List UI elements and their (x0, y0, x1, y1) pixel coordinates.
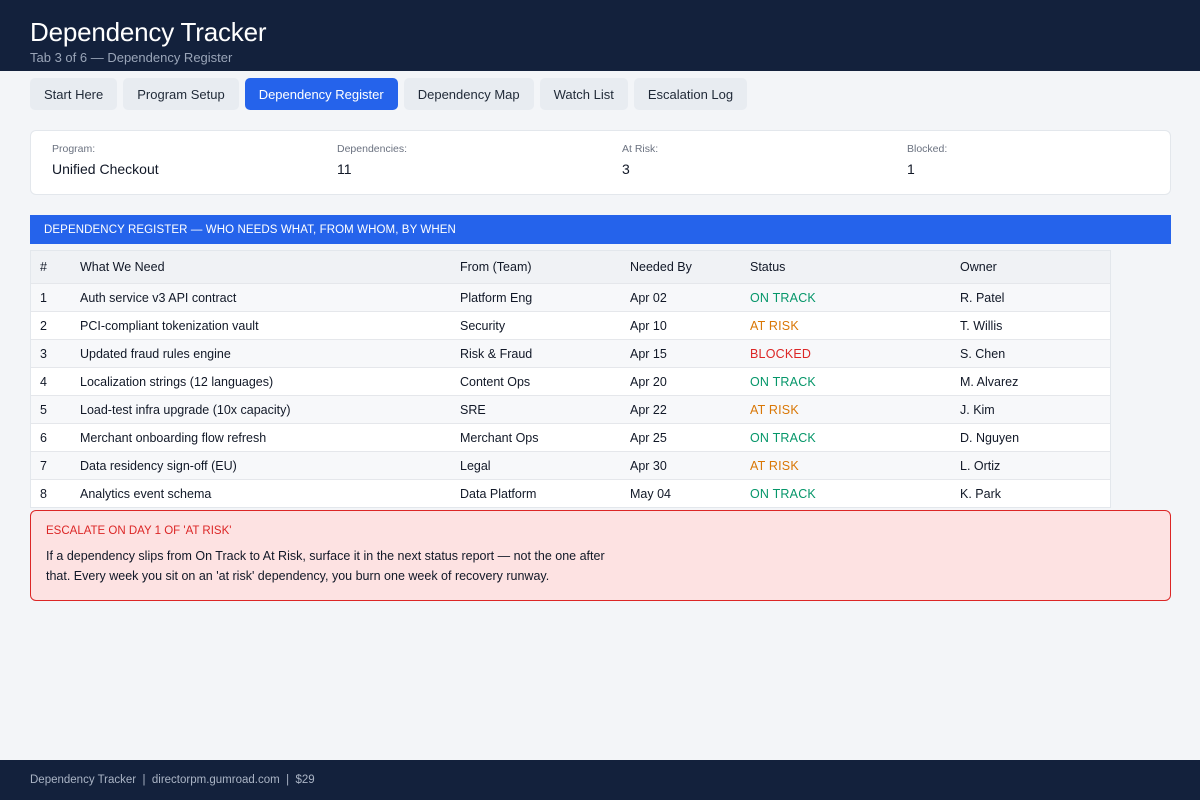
status-badge: AT RISK (750, 458, 799, 473)
row-owner: R. Patel (960, 290, 1005, 305)
row-team: Data Platform (460, 486, 537, 501)
row-owner: J. Kim (960, 402, 995, 417)
row-team: Content Ops (460, 374, 531, 389)
row-needed-by: Apr 22 (630, 402, 667, 417)
tab-dependency-register[interactable]: Dependency Register (244, 78, 398, 110)
column-header-what-we-need: What We Need (80, 260, 165, 274)
tab-program-setup[interactable]: Program Setup (123, 78, 239, 110)
dependency-register-table: # What We Need From (Team) Needed By Sta… (30, 250, 1111, 508)
table-row[interactable]: 6 Merchant onboarding flow refresh Merchan… (31, 423, 1110, 451)
summary-dependencies-value: 11 (337, 161, 352, 177)
tab-escalation-log[interactable]: Escalation Log (633, 78, 748, 110)
table-row[interactable]: 5 Load-test infra upgrade (10x capacity) S… (31, 395, 1110, 423)
app-header: Dependency Tracker Tab 3 of 6 — Dependen… (0, 0, 1200, 71)
row-team: Platform Eng (460, 290, 533, 305)
status-badge: ON TRACK (750, 430, 816, 445)
row-number: 5 (40, 402, 47, 417)
row-needed-by: Apr 30 (630, 458, 667, 473)
table-row[interactable]: 8 Analytics event schema Data Platform May … (31, 479, 1110, 507)
tab-dependency-map[interactable]: Dependency Map (403, 78, 534, 110)
column-header-status: Status (750, 260, 786, 274)
callout-body: If a dependency slips from On Track to A… (46, 549, 605, 583)
row-need: Localization strings (12 languages) (80, 374, 274, 389)
footer-text: Dependency Tracker | directorpm.gumroad.… (30, 774, 315, 786)
tab-bar: Start Here Program Setup Dependency Regi… (30, 78, 748, 110)
row-team: SRE (460, 402, 486, 417)
table-row[interactable]: 2 PCI-compliant tokenization vault Securit… (31, 311, 1110, 339)
row-needed-by: Apr 10 (630, 318, 667, 333)
column-header-needed-by: Needed By (630, 260, 692, 274)
row-owner: T. Willis (960, 318, 1003, 333)
callout-title: ESCALATE ON DAY 1 OF 'AT RISK' (46, 525, 232, 537)
tab-start-here[interactable]: Start Here (30, 78, 118, 110)
column-header-owner: Owner (960, 260, 997, 274)
row-need: Merchant onboarding flow refresh (80, 430, 267, 445)
row-needed-by: Apr 25 (630, 430, 667, 445)
row-owner: K. Park (960, 486, 1001, 501)
row-need: Data residency sign-off (EU) (80, 458, 237, 473)
escalation-callout: ESCALATE ON DAY 1 OF 'AT RISK' If a depe… (30, 510, 1171, 601)
row-need: Analytics event schema (80, 486, 212, 501)
row-team: Legal (460, 458, 491, 473)
row-needed-by: Apr 15 (630, 346, 667, 361)
row-needed-by: Apr 20 (630, 374, 667, 389)
row-owner: D. Nguyen (960, 430, 1020, 445)
table-row[interactable]: 3 Updated fraud rules engine Risk & Fraud A… (31, 339, 1110, 367)
status-badge: BLOCKED (750, 346, 812, 361)
program-summary-card: Program: Unified Checkout Dependencies: … (30, 130, 1171, 195)
row-number: 3 (40, 346, 47, 361)
register-section-heading: DEPENDENCY REGISTER — WHO NEEDS WHAT, FR… (30, 215, 1171, 244)
row-number: 4 (40, 374, 47, 389)
summary-at-risk-value: 3 (622, 161, 630, 177)
row-team: Risk & Fraud (460, 346, 533, 361)
summary-dependencies-label: Dependencies: (337, 143, 408, 155)
summary-at-risk-label: At Risk: (622, 143, 659, 155)
row-need: Auth service v3 API contract (80, 290, 237, 305)
column-header-number: # (40, 260, 47, 274)
table-row[interactable]: 4 Localization strings (12 languages) Cont… (31, 367, 1110, 395)
summary-program-label: Program: (52, 143, 96, 155)
row-owner: L. Ortiz (960, 458, 1001, 473)
status-badge: AT RISK (750, 402, 799, 417)
row-number: 6 (40, 430, 47, 445)
row-number: 2 (40, 318, 47, 333)
row-need: Updated fraud rules engine (80, 346, 231, 361)
status-badge: AT RISK (750, 318, 799, 333)
row-needed-by: Apr 02 (630, 290, 667, 305)
row-owner: S. Chen (960, 346, 1006, 361)
summary-dependencies: Dependencies: 11 (337, 143, 407, 177)
column-header-from-team: From (Team) (460, 260, 532, 274)
table-row[interactable]: 1 Auth service v3 API contract Platform En… (31, 283, 1110, 311)
summary-program: Program: Unified Checkout (52, 143, 159, 177)
summary-at-risk: At Risk: 3 (622, 143, 658, 177)
summary-blocked: Blocked: 1 (907, 143, 947, 177)
row-number: 1 (40, 290, 47, 305)
status-badge: ON TRACK (750, 486, 816, 501)
row-team: Merchant Ops (460, 430, 539, 445)
table-header-row: # What We Need From (Team) Needed By Sta… (31, 251, 1110, 283)
table-row[interactable]: 7 Data residency sign-off (EU) Legal Apr 30… (31, 451, 1110, 479)
row-team: Security (460, 318, 506, 333)
row-number: 7 (40, 458, 47, 473)
row-owner: M. Alvarez (960, 374, 1019, 389)
tab-position-subtitle: Tab 3 of 6 — Dependency Register (30, 50, 233, 65)
app-title: Dependency Tracker (30, 17, 267, 47)
row-number: 8 (40, 486, 47, 501)
summary-blocked-label: Blocked: (907, 143, 948, 155)
status-badge: ON TRACK (750, 290, 816, 305)
summary-blocked-value: 1 (907, 161, 915, 177)
row-need: Load-test infra upgrade (10x capacity) (80, 402, 291, 417)
status-badge: ON TRACK (750, 374, 816, 389)
row-needed-by: May 04 (630, 486, 671, 501)
summary-program-value: Unified Checkout (52, 161, 159, 177)
footer-bar: Dependency Tracker | directorpm.gumroad.… (0, 760, 1200, 800)
row-need: PCI-compliant tokenization vault (80, 318, 259, 333)
tab-watch-list[interactable]: Watch List (539, 78, 628, 110)
